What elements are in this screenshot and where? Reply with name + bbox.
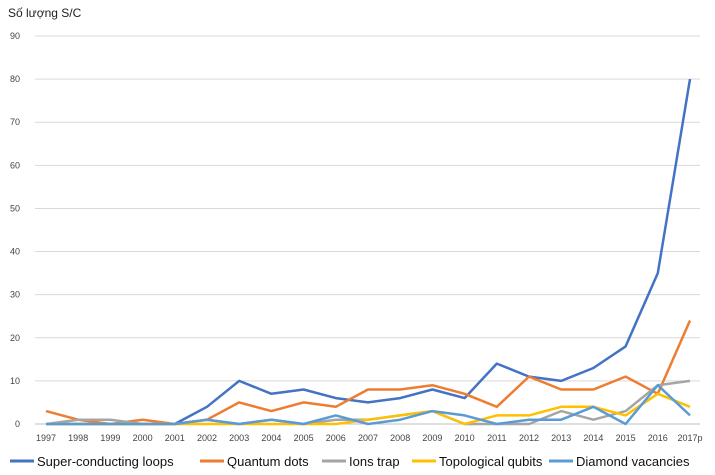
- y-tick-label: 80: [10, 74, 20, 84]
- x-tick-label: 2005: [294, 433, 314, 443]
- legend-label: Diamond vacancies: [576, 454, 690, 469]
- x-tick-label: 2000: [133, 433, 153, 443]
- x-tick-label: 2004: [261, 433, 281, 443]
- x-tick-label: 2010: [455, 433, 475, 443]
- x-tick-label: 2015: [616, 433, 636, 443]
- x-tick-label: 1999: [100, 433, 120, 443]
- x-tick-label: 2008: [390, 433, 410, 443]
- x-tick-label: 2003: [229, 433, 249, 443]
- x-tick-label: 2017p: [677, 433, 702, 443]
- y-tick-label: 10: [10, 376, 20, 386]
- y-tick-label: 0: [15, 419, 20, 429]
- y-tick-label: 50: [10, 203, 20, 213]
- x-tick-label: 2002: [197, 433, 217, 443]
- series-line-1: [45, 319, 692, 426]
- x-tick-label: 1997: [36, 433, 56, 443]
- x-tick-label: 2006: [326, 433, 346, 443]
- x-tick-label: 2011: [487, 433, 506, 443]
- legend-label: Topological qubits: [439, 454, 543, 469]
- x-tick-label: 2016: [648, 433, 668, 443]
- legend-item: Super-conducting loops: [10, 454, 174, 469]
- x-tick-labels: 1997 1998 1999 2000 2001 2002 2003 2004 2005 2006…: [36, 433, 703, 443]
- legend-label: Super-conducting loops: [37, 454, 174, 469]
- legend-label: Ions trap: [349, 454, 400, 469]
- legend-item: Diamond vacancies: [549, 454, 690, 469]
- series-lines: [45, 78, 692, 426]
- x-tick-label: 2012: [519, 433, 539, 443]
- gridlines: [35, 35, 700, 425]
- legend-item: Quantum dots: [200, 454, 309, 469]
- x-tick-label: 2007: [358, 433, 378, 443]
- x-tick-label: 2013: [551, 433, 571, 443]
- y-axis-label: Số lượng S/C: [8, 6, 82, 20]
- x-tick-label: 1998: [68, 433, 88, 443]
- x-tick-label: 2014: [583, 433, 603, 443]
- legend: Super-conducting loops Quantum dots Ions t…: [10, 454, 690, 469]
- y-tick-label: 20: [10, 333, 20, 343]
- legend-item: Ions trap: [322, 454, 400, 469]
- legend-label: Quantum dots: [227, 454, 309, 469]
- y-tick-label: 70: [10, 117, 20, 127]
- x-tick-label: 2009: [422, 433, 442, 443]
- series-line-4: [46, 383, 691, 426]
- y-tick-label: 60: [10, 160, 20, 170]
- legend-item: Topological qubits: [412, 454, 543, 469]
- y-tick-label: 30: [10, 290, 20, 300]
- y-tick-labels: 0 10 20 30 40 50 60 70 80 90: [10, 31, 20, 429]
- y-tick-label: 40: [10, 247, 20, 257]
- x-tick-label: 2001: [165, 433, 185, 443]
- y-tick-label: 90: [10, 31, 20, 41]
